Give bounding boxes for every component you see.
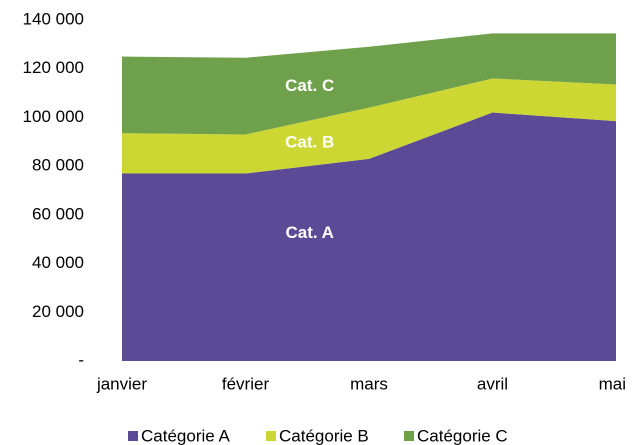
x-tick-label: février	[222, 374, 270, 393]
area	[122, 112, 616, 361]
y-tick-label: 80 000	[32, 156, 84, 175]
legend-swatch	[266, 431, 276, 441]
legend-swatch	[404, 431, 414, 441]
legend-swatch	[128, 431, 138, 441]
area-label: Cat. B	[285, 133, 334, 152]
legend-label: Catégorie C	[417, 426, 508, 445]
x-tick-label: mars	[350, 374, 388, 393]
area	[122, 33, 616, 135]
legend-label: Catégorie B	[279, 426, 369, 445]
y-tick-label: 100 000	[23, 107, 84, 126]
area-label: Cat. A	[285, 223, 334, 242]
y-tick-label: 60 000	[32, 204, 84, 223]
y-tick-label: 120 000	[23, 58, 84, 77]
y-tick-label: 20 000	[32, 302, 84, 321]
y-tick-label: 40 000	[32, 253, 84, 272]
legend-label: Catégorie A	[141, 426, 230, 445]
x-tick-label: avril	[477, 374, 508, 393]
y-tick-label: 140 000	[23, 9, 84, 28]
y-tick-label: -	[78, 350, 84, 369]
area-label: Cat. C	[285, 76, 334, 95]
x-tick-label: janvier	[96, 374, 147, 393]
x-tick-label: mai	[599, 374, 626, 393]
area	[122, 78, 616, 174]
